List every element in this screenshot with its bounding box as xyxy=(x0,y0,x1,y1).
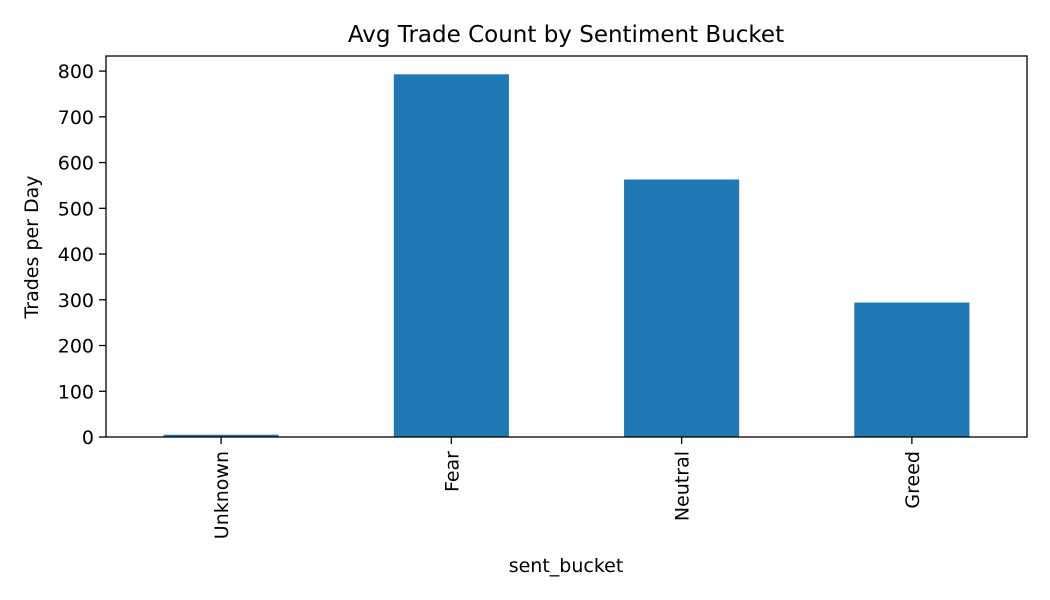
y-tick-label: 100 xyxy=(58,381,94,403)
bar-neutral xyxy=(624,179,740,437)
y-tick-label: 0 xyxy=(82,427,94,449)
chart-title: Avg Trade Count by Sentiment Bucket xyxy=(348,22,784,48)
y-tick-label: 400 xyxy=(58,244,94,266)
plot-frame xyxy=(105,55,1028,438)
y-tick-label: 300 xyxy=(58,290,94,312)
y-axis: 0 100 200 300 400 500 600 700 800 xyxy=(58,61,106,449)
x-tick-label: Unknown xyxy=(211,451,233,539)
x-tick-label: Greed xyxy=(902,451,924,509)
y-tick-label: 800 xyxy=(58,61,94,83)
y-axis-label: Trades per Day xyxy=(21,175,43,319)
bar-unknown xyxy=(163,434,279,437)
y-tick-label: 500 xyxy=(58,198,94,220)
x-axis: Unknown Fear Neutral Greed xyxy=(211,437,924,539)
x-tick-label: Neutral xyxy=(672,451,694,521)
bar-greed xyxy=(854,302,970,437)
y-tick-label: 200 xyxy=(58,336,94,358)
bars-group xyxy=(163,74,970,437)
bar-fear xyxy=(393,74,509,437)
x-axis-label: sent_bucket xyxy=(509,555,624,577)
y-tick-label: 700 xyxy=(58,107,94,129)
y-tick-label: 600 xyxy=(58,153,94,175)
x-tick-label: Fear xyxy=(441,451,463,492)
